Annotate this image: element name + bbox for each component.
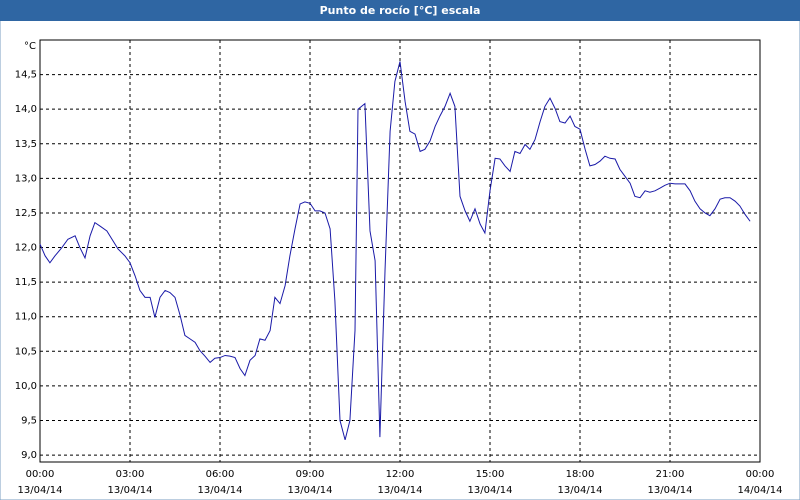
x-tick-label: 09:00 [296,469,325,480]
y-tick-label: 11,0 [15,312,37,323]
x-tick-label: 18:00 [566,469,595,480]
x-tick-label: 03:00 [116,469,145,480]
y-tick-label: 9,0 [21,450,37,461]
x-tick-date: 13/04/14 [108,485,153,496]
x-tick-label: 21:00 [656,469,685,480]
y-tick-label: 13,0 [15,173,37,184]
y-tick-label: 13,5 [15,139,37,150]
y-tick-label: 12,0 [15,243,37,254]
x-tick-date: 14/04/14 [738,485,783,496]
y-tick-label: 14,5 [15,70,37,81]
x-tick-date: 13/04/14 [198,485,243,496]
y-tick-label: 9,5 [21,415,37,426]
y-tick-label: 14,0 [15,104,37,115]
x-tick-date: 13/04/14 [18,485,63,496]
x-tick-label: 00:00 [26,469,55,480]
x-tick-label: 06:00 [206,469,235,480]
x-tick-label: 00:00 [746,469,775,480]
chart-title: Punto de rocío [°C] escala [320,4,481,17]
title-bar [0,0,800,21]
x-tick-date: 13/04/14 [648,485,693,496]
x-tick-date: 13/04/14 [468,485,513,496]
y-tick-label: 10,5 [15,346,37,357]
x-tick-date: 13/04/14 [558,485,603,496]
y-tick-label: 12,5 [15,208,37,219]
x-tick-label: 12:00 [386,469,415,480]
y-tick-label: 11,5 [15,277,37,288]
y-tick-label: 10,0 [15,381,37,392]
x-tick-date: 13/04/14 [378,485,423,496]
x-tick-label: 15:00 [476,469,505,480]
y-unit: °C [24,41,36,52]
x-tick-date: 13/04/14 [288,485,333,496]
data-line [39,61,751,440]
